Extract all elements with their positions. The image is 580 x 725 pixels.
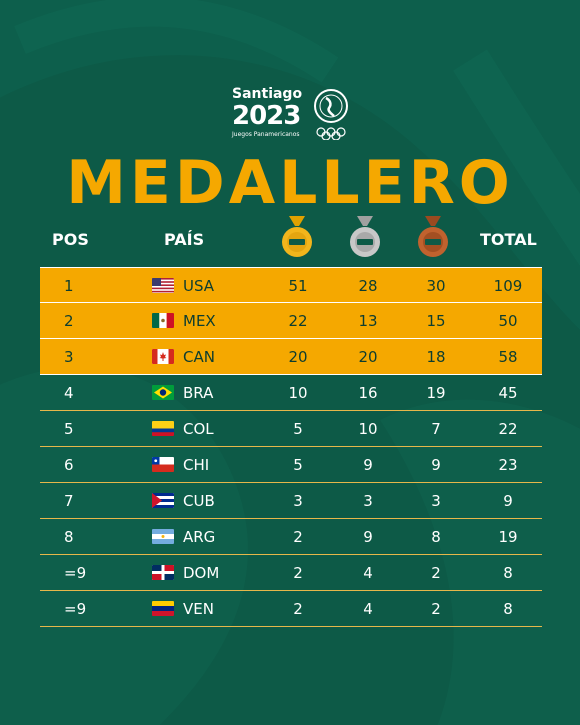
total-count: 8 xyxy=(503,564,513,582)
gold-count: 3 xyxy=(293,492,303,510)
gold-count: 22 xyxy=(288,312,308,330)
header-total: TOTAL xyxy=(480,230,537,249)
silver-medal-icon xyxy=(350,216,380,257)
bronze-count: 30 xyxy=(426,277,446,295)
table-row: =9 VEN 2 4 2 8 xyxy=(40,591,542,627)
total-count: 8 xyxy=(503,600,513,618)
bronze-count: 2 xyxy=(431,600,441,618)
colombia-flag-icon xyxy=(152,421,174,436)
country-code: MEX xyxy=(183,312,216,330)
argentina-flag-icon xyxy=(152,529,174,544)
brand-city: Santiago xyxy=(232,86,303,102)
row-position: =9 xyxy=(64,564,87,582)
bronze-count: 2 xyxy=(431,564,441,582)
silver-count: 3 xyxy=(363,492,373,510)
silver-count: 4 xyxy=(363,564,373,582)
country-code: CUB xyxy=(183,492,215,510)
row-position: 5 xyxy=(64,420,74,438)
country-code: VEN xyxy=(183,600,214,618)
table-row: =9 DOM 2 4 2 8 xyxy=(40,555,542,591)
brand-year: 2023 xyxy=(232,101,301,131)
total-count: 58 xyxy=(498,348,518,366)
country-code: BRA xyxy=(183,384,214,402)
row-position: 2 xyxy=(64,312,74,330)
table-row: 8 ARG 2 9 8 19 xyxy=(40,519,542,555)
gold-count: 2 xyxy=(293,528,303,546)
silver-count: 16 xyxy=(358,384,378,402)
silver-count: 28 xyxy=(358,277,378,295)
panam-sports-emblem-icon xyxy=(314,89,348,140)
country-code: COL xyxy=(183,420,214,438)
silver-count: 10 xyxy=(358,420,378,438)
table-row: 2 MEX 22 13 15 50 xyxy=(40,303,542,339)
silver-count: 13 xyxy=(358,312,378,330)
country-code: ARG xyxy=(183,528,216,546)
silver-count: 20 xyxy=(358,348,378,366)
row-position: 4 xyxy=(64,384,74,402)
gold-count: 20 xyxy=(288,348,308,366)
total-count: 19 xyxy=(498,528,518,546)
gold-count: 5 xyxy=(293,420,303,438)
country-code: USA xyxy=(183,277,215,295)
silver-count: 4 xyxy=(363,600,373,618)
country-code: DOM xyxy=(183,564,220,582)
country-code: CHI xyxy=(183,456,210,474)
bronze-count: 9 xyxy=(431,456,441,474)
cuba-flag-icon xyxy=(152,493,174,508)
venezuela-flag-icon xyxy=(152,601,174,616)
table-row: 7 CUB 3 3 3 9 xyxy=(40,483,542,519)
total-count: 45 xyxy=(498,384,518,402)
table-row: 6 CHI 5 9 9 23 xyxy=(40,447,542,483)
brand-subtitle: Juegos Panamericanos xyxy=(232,131,300,138)
country-code: CAN xyxy=(183,348,215,366)
bronze-count: 19 xyxy=(426,384,446,402)
header-country: PAÍS xyxy=(164,230,205,249)
bronze-count: 8 xyxy=(431,528,441,546)
bronze-count: 7 xyxy=(431,420,441,438)
table-row: 5 COL 5 10 7 22 xyxy=(40,411,542,447)
canada-flag-icon xyxy=(152,349,174,364)
row-position: 7 xyxy=(64,492,74,510)
bronze-count: 18 xyxy=(426,348,446,366)
row-position: =9 xyxy=(64,600,87,618)
gold-count: 2 xyxy=(293,600,303,618)
gold-count: 2 xyxy=(293,564,303,582)
mexico-flag-icon xyxy=(152,313,174,328)
row-position: 1 xyxy=(64,277,74,295)
silver-count: 9 xyxy=(363,456,373,474)
gold-count: 51 xyxy=(288,277,308,295)
gold-count: 5 xyxy=(293,456,303,474)
dominican-republic-flag-icon xyxy=(152,565,174,580)
gold-medal-icon xyxy=(282,216,312,257)
total-count: 50 xyxy=(498,312,518,330)
table-row: 3 CAN 20 20 18 58 xyxy=(40,339,542,375)
bronze-count: 3 xyxy=(431,492,441,510)
row-position: 8 xyxy=(64,528,74,546)
row-position: 3 xyxy=(64,348,74,366)
page-title: MEDALLERO xyxy=(66,148,514,218)
santiago-2023-logo: Santiago 2023 Juegos Panamericanos xyxy=(228,86,358,144)
table-row: 4 BRA 10 16 19 45 xyxy=(40,375,542,411)
row-position: 6 xyxy=(64,456,74,474)
total-count: 22 xyxy=(498,420,518,438)
gold-count: 10 xyxy=(288,384,308,402)
medal-table: 1 USA 51 28 30 109 2 xyxy=(40,267,542,627)
brazil-flag-icon xyxy=(152,385,174,400)
silver-count: 9 xyxy=(363,528,373,546)
bronze-count: 15 xyxy=(426,312,446,330)
chile-flag-icon xyxy=(152,457,174,472)
usa-flag-icon xyxy=(152,278,174,293)
total-count: 9 xyxy=(503,492,513,510)
table-row: 1 USA 51 28 30 109 xyxy=(40,267,542,303)
header-pos: POS xyxy=(52,230,89,249)
total-count: 23 xyxy=(498,456,518,474)
total-count: 109 xyxy=(493,277,523,295)
bronze-medal-icon xyxy=(418,216,448,257)
